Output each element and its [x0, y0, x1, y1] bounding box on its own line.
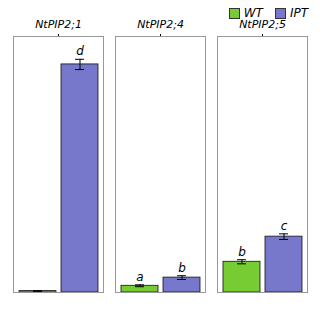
svg-text:NtPIP2;1: NtPIP2;1: [35, 20, 82, 31]
svg-text:NtPIP2;4: NtPIP2;4: [137, 20, 184, 31]
html-text:WT: WT: [243, 6, 263, 20]
svg-text:a: a: [136, 270, 143, 284]
svg-text:d: d: [76, 44, 84, 58]
svg-text:b: b: [178, 261, 186, 275]
svg-text:NtPIP2;5: NtPIP2;5: [239, 20, 286, 31]
svg-text:c: c: [281, 219, 288, 233]
svg-text:b: b: [238, 245, 246, 259]
html-text:IPT: IPT: [289, 6, 308, 20]
